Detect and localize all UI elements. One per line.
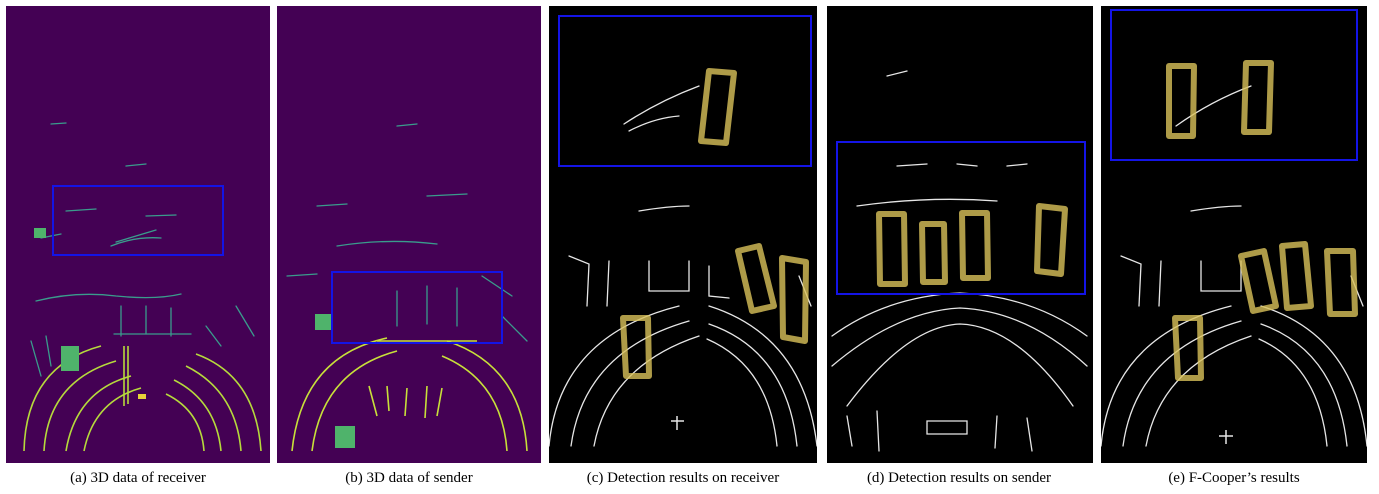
- panel-c-receiver-detection: [549, 6, 817, 463]
- highlight-box: [331, 271, 503, 344]
- caption-c: (c) Detection results on receiver: [586, 470, 780, 486]
- panel-e-fcooper-results: [1101, 6, 1367, 463]
- panel-a-receiver-3d-data: [6, 6, 270, 463]
- highlight-box: [836, 141, 1086, 295]
- fcooper-results-image: [1101, 6, 1367, 463]
- highlight-box: [1110, 9, 1358, 161]
- receiver-lidar-image: [6, 6, 270, 463]
- caption-b: (b) 3D data of sender: [345, 470, 473, 486]
- panel-d-sender-detection: [827, 6, 1093, 463]
- receiver-detection-image: [549, 6, 817, 463]
- caption-e: (e) F-Cooper’s results: [1168, 470, 1300, 486]
- highlight-box: [558, 15, 812, 167]
- panel-b-sender-3d-data: [277, 6, 541, 463]
- sender-detection-image: [827, 6, 1093, 463]
- caption-d: (d) Detection results on sender: [866, 470, 1052, 486]
- highlight-box: [52, 185, 224, 256]
- caption-a: (a) 3D data of receiver: [70, 470, 206, 486]
- sender-lidar-image: [277, 6, 541, 463]
